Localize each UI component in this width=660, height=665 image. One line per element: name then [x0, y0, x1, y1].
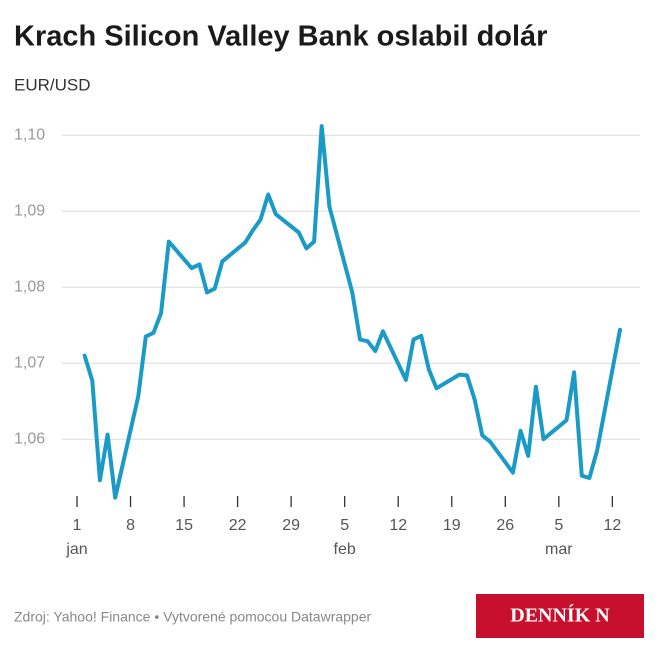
month-label: jan — [65, 541, 87, 558]
y-tick-label: 1,09 — [14, 202, 45, 219]
logo-box — [476, 594, 644, 638]
x-tick-label: 26 — [496, 517, 514, 534]
x-tick-label: 8 — [126, 517, 135, 534]
y-tick-label: 1,07 — [14, 354, 45, 371]
x-tick-label: 19 — [443, 517, 461, 534]
month-label: feb — [334, 541, 356, 558]
y-tick-label: 1,08 — [14, 278, 45, 295]
month-label: mar — [545, 541, 573, 558]
x-tick-label: 5 — [340, 517, 349, 534]
x-tick-label: 22 — [229, 517, 247, 534]
x-tick-label: 12 — [389, 517, 407, 534]
y-tick-label: 1,10 — [14, 126, 45, 143]
source: Zdroj: Yahoo! Finance • Vytvorené pomoco… — [14, 609, 372, 625]
x-tick-label: 1 — [73, 517, 82, 534]
x-tick-label: 5 — [554, 517, 563, 534]
chart-title: Krach Silicon Valley Bank oslabil dolár — [14, 21, 547, 53]
line — [82, 124, 622, 500]
y-tick-label: 1,06 — [14, 430, 45, 447]
x-tick-label: 12 — [603, 517, 621, 534]
logo: DENNÍK N — [510, 604, 610, 627]
x-tick-label: 29 — [282, 517, 300, 534]
chart-subtitle: EUR/USD — [14, 75, 91, 94]
x-tick-label: 15 — [175, 517, 193, 534]
